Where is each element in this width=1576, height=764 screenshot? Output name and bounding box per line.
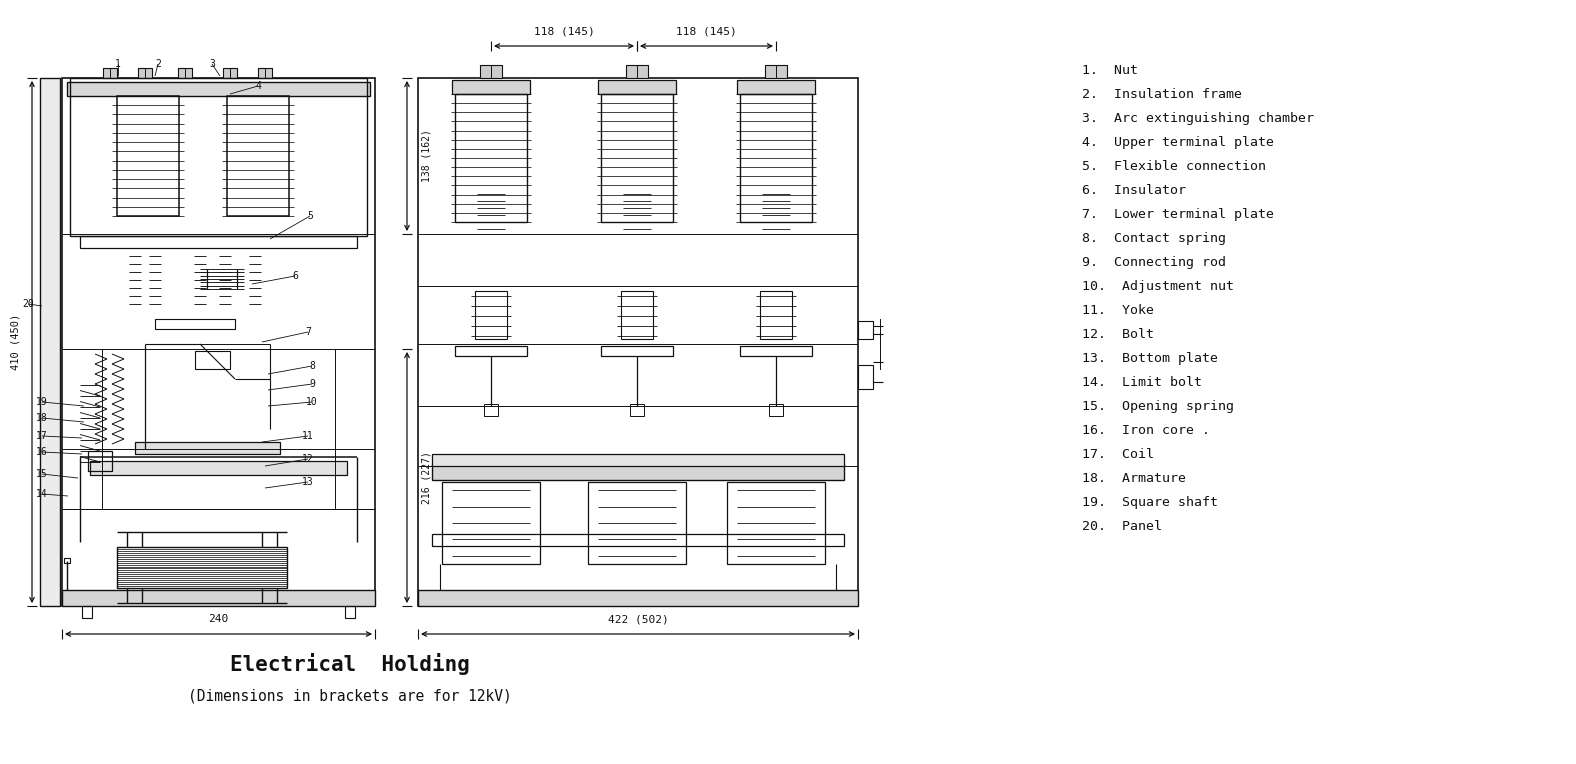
Bar [195,351,230,369]
Text: 16: 16 [36,447,47,457]
Text: 12.  Bolt: 12. Bolt [1083,328,1154,341]
Bar [741,346,812,356]
Text: 10: 10 [306,397,318,407]
Bar [432,464,845,480]
Text: 2.  Insulation frame: 2. Insulation frame [1083,88,1242,101]
Text: 240: 240 [208,614,229,624]
Text: 14: 14 [36,489,47,499]
Bar [857,321,873,339]
Text: 18: 18 [36,413,47,423]
Text: 5.  Flexible connection: 5. Flexible connection [1083,160,1266,173]
Bar [600,94,673,222]
Text: 2: 2 [154,59,161,69]
Bar [597,80,676,94]
Bar [441,482,541,564]
Bar [68,82,370,96]
Text: 5: 5 [307,211,314,221]
Text: 13: 13 [303,477,314,487]
Text: 1: 1 [115,59,121,69]
Bar [452,80,530,94]
Bar [136,442,281,454]
Text: 8: 8 [309,361,315,371]
Bar [630,404,645,416]
Bar [178,68,192,78]
Text: 138 (162): 138 (162) [421,130,430,183]
Text: 10.  Adjustment nut: 10. Adjustment nut [1083,280,1234,293]
Text: 20.  Panel: 20. Panel [1083,520,1162,533]
Text: 13.  Bottom plate: 13. Bottom plate [1083,352,1218,365]
Bar [82,606,91,618]
Text: (Dimensions in brackets are for 12kV): (Dimensions in brackets are for 12kV) [188,688,512,704]
Bar [61,78,375,606]
Bar [90,461,347,475]
Text: 7.  Lower terminal plate: 7. Lower terminal plate [1083,208,1273,221]
Text: 12: 12 [303,454,314,464]
Text: 4.  Upper terminal plate: 4. Upper terminal plate [1083,136,1273,149]
Text: 422 (502): 422 (502) [608,614,668,624]
Text: 216 (227): 216 (227) [421,451,430,504]
Text: 7: 7 [306,327,310,337]
Text: 4: 4 [255,81,262,91]
Text: 15: 15 [36,469,47,479]
Text: 6: 6 [292,271,298,281]
Bar [69,78,367,236]
Text: 9.  Connecting rod: 9. Connecting rod [1083,256,1226,269]
Bar [474,291,507,339]
Text: 20: 20 [22,299,33,309]
Text: 11.  Yoke: 11. Yoke [1083,304,1154,317]
Bar [621,291,652,339]
Text: 14.  Limit bolt: 14. Limit bolt [1083,376,1202,389]
Bar [760,291,793,339]
Bar [432,534,845,546]
Text: 118 (145): 118 (145) [534,26,594,36]
Bar [117,547,287,588]
Bar [738,80,815,94]
Bar [117,96,180,216]
Text: 11: 11 [303,431,314,441]
Bar [764,65,786,78]
Bar [600,346,673,356]
Text: 17: 17 [36,431,47,441]
Bar [88,451,112,471]
Bar [102,68,117,78]
Bar [727,482,824,564]
Text: 410 (450): 410 (450) [9,314,20,370]
Bar [455,346,526,356]
Bar [80,236,358,248]
Bar [741,94,812,222]
Bar [39,78,60,606]
Bar [626,65,648,78]
Text: 6.  Insulator: 6. Insulator [1083,184,1187,197]
Bar [418,78,857,606]
Bar [455,94,526,222]
Bar [61,590,375,606]
Bar [418,590,857,606]
Bar [65,558,69,563]
Bar [588,482,686,564]
Bar [432,454,845,466]
Bar [139,68,151,78]
Bar [769,404,783,416]
Bar [258,68,273,78]
Text: 8.  Contact spring: 8. Contact spring [1083,232,1226,245]
Text: 9: 9 [309,379,315,389]
Text: 18.  Armature: 18. Armature [1083,472,1187,485]
Bar [481,65,503,78]
Text: 15.  Opening spring: 15. Opening spring [1083,400,1234,413]
Text: 17.  Coil: 17. Coil [1083,448,1154,461]
Bar [222,68,236,78]
Text: Electrical  Holding: Electrical Holding [230,653,470,675]
Text: 19.  Square shaft: 19. Square shaft [1083,496,1218,509]
Bar [227,96,288,216]
Bar [484,404,498,416]
Bar [345,606,355,618]
Text: 1.  Nut: 1. Nut [1083,64,1138,77]
Text: 118 (145): 118 (145) [676,26,738,36]
Bar [154,319,235,329]
Text: 16.  Iron core .: 16. Iron core . [1083,424,1210,437]
Text: 3.  Arc extinguishing chamber: 3. Arc extinguishing chamber [1083,112,1314,125]
Text: 19: 19 [36,397,47,407]
Bar [857,365,873,389]
Text: 3: 3 [210,59,214,69]
